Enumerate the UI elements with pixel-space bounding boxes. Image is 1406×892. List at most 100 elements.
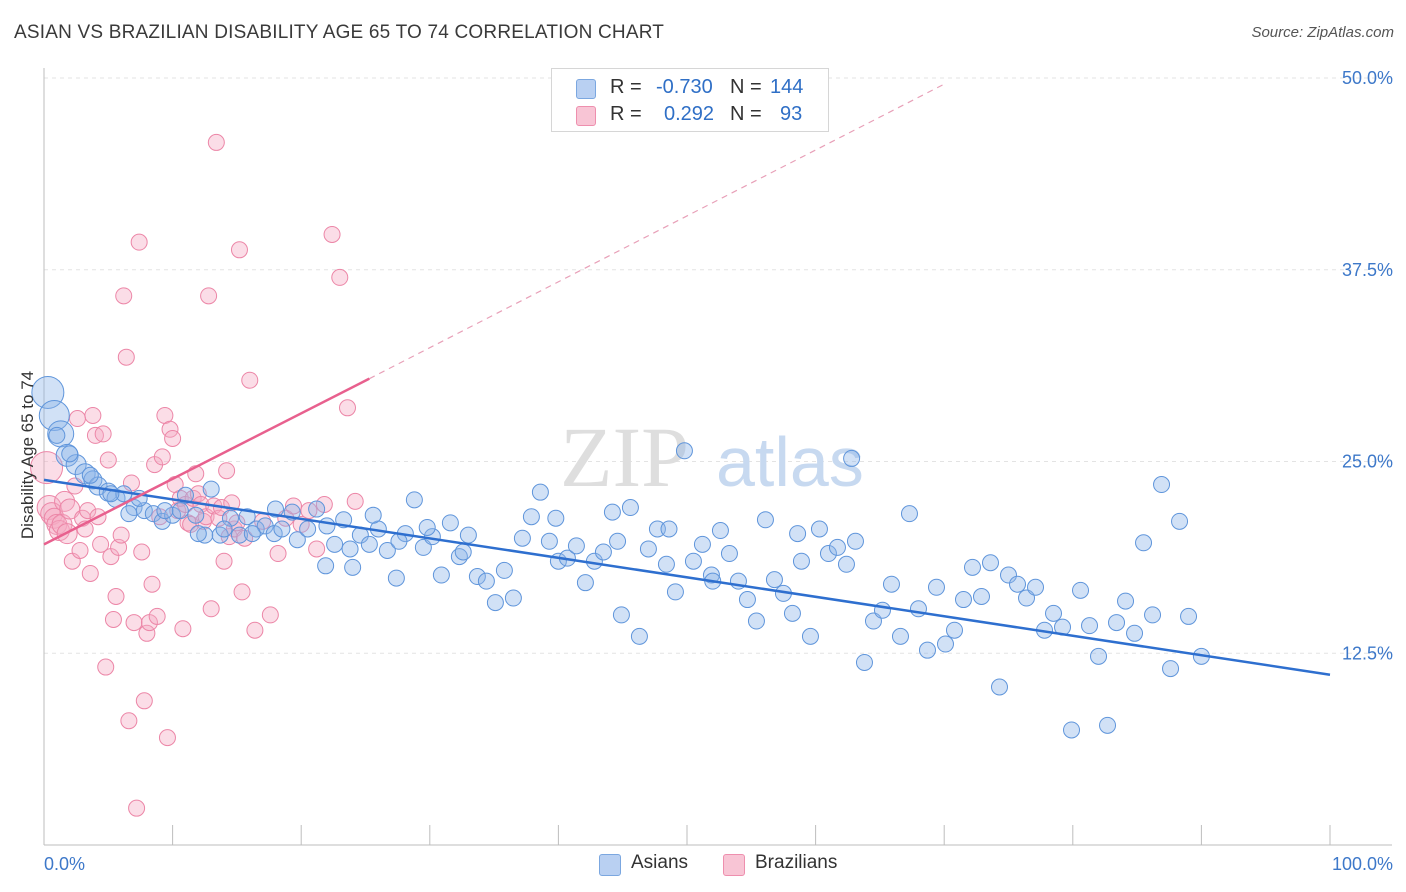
r-label: R = — [610, 76, 642, 98]
asian-point — [1063, 721, 1081, 739]
asian-point — [454, 543, 472, 561]
asian-point — [855, 653, 873, 671]
asian-point — [243, 525, 261, 543]
asian-point — [621, 499, 639, 517]
tick-labels: 12.5% 25.0% 37.5% 50.0% 0.0% 100.0% — [44, 68, 1393, 874]
asian-point — [459, 526, 477, 544]
asian-point — [843, 449, 861, 467]
asian-point — [48, 426, 66, 444]
asian-point — [882, 575, 900, 593]
asian-point — [900, 505, 918, 523]
brazilian-point — [117, 348, 135, 366]
asian-point — [873, 601, 891, 619]
brazilian-point — [218, 462, 236, 480]
asian-point — [567, 537, 585, 555]
asian-point — [432, 566, 450, 584]
brazilian-point — [92, 535, 110, 553]
r-value: 0.292 — [664, 103, 715, 125]
brazilian-point — [210, 509, 228, 527]
asian-point — [828, 538, 846, 556]
asians-legend-label: Asians — [631, 852, 689, 873]
asian-point — [810, 520, 828, 538]
brazilian-point — [323, 225, 341, 243]
brazilian-point — [143, 575, 161, 593]
brazilian-point — [215, 552, 233, 570]
asian-point — [522, 508, 540, 526]
asian-point — [846, 532, 864, 550]
brazilian-point — [79, 502, 97, 520]
brazilian-point — [81, 564, 99, 582]
brazilian-point — [308, 540, 326, 558]
asians-legend-swatch — [599, 854, 621, 876]
brazilian-point — [104, 611, 122, 629]
n-value: 93 — [780, 103, 803, 125]
brazilian-point — [284, 497, 302, 515]
brazilian-point — [115, 287, 133, 305]
asian-point — [1126, 624, 1144, 642]
asian-point — [990, 678, 1008, 696]
brazilian-point — [135, 692, 153, 710]
asian-point — [1117, 592, 1135, 610]
asian-point — [837, 555, 855, 573]
asian-point — [954, 591, 972, 609]
asian-point — [1000, 566, 1017, 584]
asian-point — [927, 578, 945, 596]
asian-point — [648, 520, 666, 538]
asian-point — [61, 445, 79, 463]
asian-point — [38, 399, 70, 431]
brazilian-point — [174, 620, 192, 638]
brazilian-point — [241, 371, 259, 389]
brazilian-point — [84, 406, 102, 424]
brazilian-point — [338, 399, 356, 417]
brazilians-legend-label: Brazilians — [755, 852, 838, 873]
brazilian-point — [202, 600, 220, 618]
asian-point — [963, 558, 981, 576]
asian-point — [639, 540, 657, 558]
asian-point — [1162, 660, 1180, 678]
asian-point — [1171, 512, 1189, 530]
asian-point — [918, 641, 936, 659]
brazilian-point — [138, 624, 156, 642]
n-label: N = — [730, 103, 762, 125]
asian-point — [1027, 578, 1045, 596]
source-label: Source: ZipAtlas.com — [1251, 24, 1394, 41]
asian-point — [972, 587, 990, 605]
asian-point — [612, 606, 630, 624]
asian-point — [326, 535, 344, 553]
asian-point — [609, 532, 627, 550]
asian-point — [288, 531, 306, 549]
asian-point — [171, 502, 189, 520]
asian-point — [468, 568, 486, 586]
asian-point — [266, 500, 284, 518]
brazilian-point — [346, 492, 364, 510]
brazilian-point — [133, 543, 151, 561]
asian-point — [418, 518, 436, 536]
asians-trend-line — [43, 478, 1331, 676]
brazilian-point — [189, 485, 207, 503]
asian-point — [486, 594, 504, 612]
brazilian-point — [128, 799, 146, 817]
asian-point — [1153, 476, 1171, 494]
asian-point — [738, 591, 756, 609]
asian-point — [747, 612, 765, 630]
brazilian-point — [153, 448, 171, 466]
brazilian-point — [269, 545, 287, 563]
asian-point — [341, 540, 359, 558]
brazilian-point — [158, 729, 176, 747]
brazilian-point — [230, 241, 248, 259]
asian-point — [495, 561, 513, 579]
asian-point — [299, 520, 317, 538]
chart-title: ASIAN VS BRAZILIAN DISABILITY AGE 65 TO … — [14, 22, 665, 43]
asians-points — [31, 375, 1210, 739]
brazilian-point — [107, 587, 125, 605]
asian-point — [675, 442, 693, 460]
asian-point — [819, 545, 837, 563]
asian-point — [936, 635, 954, 653]
asian-point — [657, 555, 675, 573]
x-tick-label: 100.0% — [1332, 854, 1393, 874]
trend-lines — [43, 83, 1331, 676]
brazilian-point — [331, 268, 349, 286]
asian-point — [1090, 647, 1108, 665]
asian-point — [594, 543, 612, 561]
asian-point — [317, 557, 335, 575]
